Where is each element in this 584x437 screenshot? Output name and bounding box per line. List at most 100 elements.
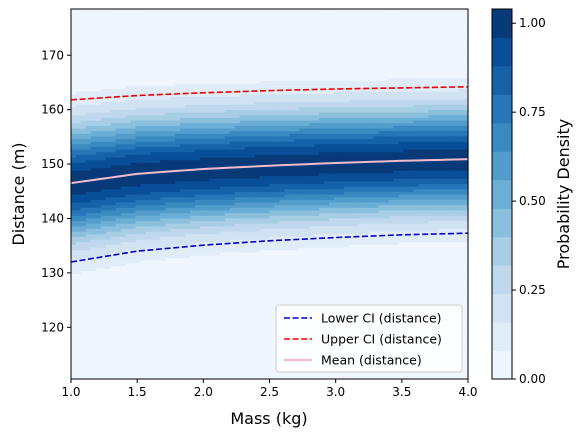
- density-cell: [85, 215, 92, 219]
- density-cell: [85, 291, 92, 296]
- density-cell: [105, 46, 112, 50]
- density-cell: [100, 352, 107, 356]
- density-cell: [110, 146, 117, 150]
- density-cell: [80, 217, 87, 222]
- density-cell: [80, 199, 87, 203]
- density-cell: [90, 175, 97, 179]
- density-cell: [105, 299, 112, 303]
- density-cell: [100, 38, 107, 42]
- density-cell: [115, 122, 122, 126]
- density-cell: [125, 56, 132, 60]
- density-cell: [75, 117, 82, 121]
- density-cell: [95, 241, 102, 245]
- density-cell: [85, 275, 92, 280]
- density-cell: [85, 112, 92, 116]
- density-cell: [95, 368, 102, 372]
- density-cell: [120, 254, 127, 259]
- density-cell: [80, 32, 87, 37]
- density-cell: [130, 215, 137, 219]
- density-cell: [110, 16, 117, 21]
- density-cell: [75, 373, 82, 377]
- density-cell: [85, 125, 92, 129]
- density-cell: [71, 159, 77, 163]
- density-cell: [130, 19, 137, 23]
- density-cell: [75, 342, 82, 346]
- density-cell: [75, 120, 82, 124]
- density-cell: [75, 109, 82, 113]
- density-cell: [125, 109, 132, 113]
- density-cell: [75, 67, 82, 71]
- density-cell: [95, 114, 102, 118]
- density-cell: [125, 217, 132, 222]
- density-cell: [110, 241, 117, 245]
- density-cell: [120, 349, 127, 354]
- density-cell: [100, 135, 107, 140]
- density-cell: [90, 27, 97, 31]
- density-cell: [115, 56, 122, 60]
- density-cell: [95, 130, 102, 134]
- density-cell: [105, 246, 112, 251]
- density-cell: [90, 11, 97, 15]
- density-cell: [95, 180, 102, 185]
- density-cell: [95, 157, 102, 161]
- density-cell: [130, 9, 137, 13]
- density-cell: [75, 143, 82, 148]
- density-cell: [95, 172, 102, 177]
- density-cell: [115, 315, 122, 319]
- density-cell: [85, 151, 92, 155]
- density-cell: [75, 347, 82, 351]
- density-cell: [85, 133, 92, 137]
- density-cell: [120, 138, 127, 142]
- density-cell: [125, 278, 132, 282]
- density-cell: [90, 85, 97, 89]
- density-cell: [115, 186, 122, 190]
- density-cell: [110, 233, 117, 237]
- density-cell: [115, 69, 122, 74]
- density-cell: [71, 164, 77, 169]
- density-cell: [120, 35, 127, 39]
- density-cell: [75, 371, 82, 375]
- density-cell: [100, 138, 107, 142]
- density-cell: [105, 85, 112, 89]
- density-cell: [80, 194, 87, 198]
- density-cell: [75, 357, 82, 362]
- density-cell: [120, 183, 127, 187]
- density-cell: [71, 88, 77, 92]
- density-cell: [80, 257, 87, 261]
- density-cell: [75, 209, 82, 214]
- density-cell: [85, 207, 92, 211]
- density-cell: [130, 51, 137, 55]
- density-cell: [100, 207, 107, 211]
- density-cell: [100, 127, 107, 132]
- density-cell: [71, 228, 77, 232]
- density-cell: [95, 342, 102, 346]
- density-cell: [110, 357, 117, 362]
- density-cell: [120, 170, 127, 174]
- density-cell: [120, 135, 127, 140]
- density-cell: [125, 51, 132, 55]
- density-cell: [130, 244, 137, 248]
- density-cell: [120, 38, 127, 42]
- density-cell: [71, 270, 77, 274]
- density-cell: [105, 183, 112, 187]
- density-cell: [71, 69, 77, 74]
- density-cell: [105, 188, 112, 192]
- density-cell: [105, 349, 112, 354]
- density-cell: [71, 157, 77, 161]
- density-cell: [105, 268, 112, 272]
- density-cell: [95, 260, 102, 264]
- density-cell: [130, 297, 137, 301]
- density-cell: [130, 11, 137, 15]
- density-cell: [71, 90, 77, 95]
- density-cell: [110, 130, 117, 134]
- density-cell: [95, 32, 102, 37]
- density-cell: [105, 149, 112, 153]
- density-cell: [100, 223, 107, 227]
- density-cell: [115, 357, 122, 362]
- density-cell: [85, 85, 92, 89]
- density-cell: [90, 270, 97, 274]
- density-cell: [115, 215, 122, 219]
- density-cell: [130, 167, 137, 171]
- density-cell: [120, 355, 127, 359]
- density-cell: [71, 27, 77, 31]
